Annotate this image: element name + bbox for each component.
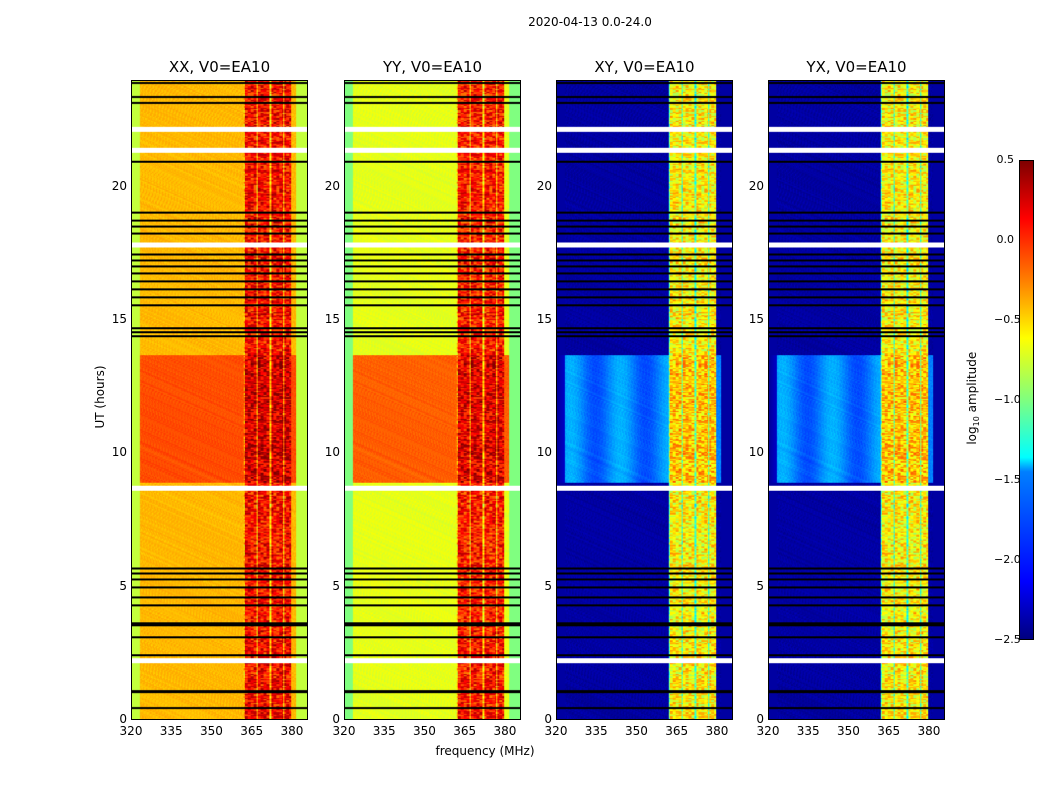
x-tick-label: 320: [756, 724, 780, 738]
panel-title: XX, V0=EA10: [168, 58, 271, 76]
colorbar-tick-label: 0.0: [996, 233, 1015, 246]
y-tick-label: 15: [748, 312, 764, 326]
y-tick-label: 5: [544, 578, 552, 593]
x-tick-label: 365: [453, 724, 477, 738]
y-tick-label: 5: [756, 578, 764, 593]
panel-2: XY, V0=EA10 320 335 350 365 380 0 5 10 15 20: [537, 58, 733, 738]
x-tick-label: 365: [877, 724, 901, 738]
x-tick-label: 350: [625, 724, 648, 738]
panel-title: YX, V0=EA10: [806, 58, 907, 76]
heatmap: [556, 80, 733, 720]
y-tick-label: 10: [536, 445, 552, 460]
panel-title: YY, V0=EA10: [382, 58, 483, 76]
panel-0: XX, V0=EA10 320 335 350 365 380 0 5 10 15 20: [112, 58, 308, 738]
colorbar-tick-label: −1.0: [994, 393, 1021, 406]
x-tick-label: 335: [584, 724, 608, 738]
y-tick-label: 20: [748, 178, 764, 193]
x-tick-label: 335: [159, 724, 183, 738]
y-tick-label: 5: [119, 578, 127, 593]
x-tick-label: 350: [413, 724, 436, 738]
x-tick-label: 350: [837, 724, 860, 738]
x-tick-label: 335: [372, 724, 396, 738]
colorbar-label: log10 amplitude: [964, 351, 982, 445]
panel-1: YY, V0=EA10 320 335 350 365 380 0 5 10 15 20: [325, 58, 521, 738]
y-tick-label: 0: [756, 712, 764, 726]
x-axis-label: frequency (MHz): [435, 744, 535, 758]
y-tick-label: 10: [324, 445, 340, 460]
y-tick-label: 0: [544, 712, 552, 726]
colorbar-tick-label: 0.5: [996, 153, 1015, 166]
y-tick-label: 20: [536, 178, 552, 193]
colorbar-tick-label: −1.5: [994, 473, 1021, 486]
y-tick-label: 15: [111, 312, 127, 326]
y-tick-label: 10: [748, 445, 764, 460]
heatmap: [131, 80, 308, 720]
x-tick-label: 320: [119, 724, 143, 738]
x-tick-label: 365: [240, 724, 264, 738]
x-tick-label: 380: [280, 724, 304, 738]
x-tick-label: 380: [705, 724, 729, 738]
x-tick-label: 350: [200, 724, 223, 738]
y-tick-label: 10: [111, 445, 127, 460]
colorbar-tick-label: −2.0: [994, 553, 1021, 566]
x-tick-label: 380: [917, 724, 941, 738]
heatmap: [768, 80, 945, 720]
colorbar-tick-label: −2.5: [994, 633, 1021, 646]
x-tick-label: 335: [796, 724, 820, 738]
y-tick-label: 15: [536, 312, 552, 326]
y-tick-label: 5: [332, 578, 340, 593]
panel-title: XY, V0=EA10: [594, 58, 695, 76]
x-tick-label: 365: [665, 724, 689, 738]
y-tick-label: 0: [119, 712, 127, 726]
x-tick-label: 380: [493, 724, 517, 738]
y-tick-label: 15: [324, 312, 340, 326]
y-tick-label: 0: [332, 712, 340, 726]
y-axis-label: UT (hours): [93, 365, 107, 429]
y-tick-label: 20: [324, 178, 340, 193]
x-tick-label: 320: [544, 724, 568, 738]
y-tick-label: 20: [111, 178, 127, 193]
panel-3: YX, V0=EA10 320 335 350 365 380 0 5 10 15 20: [749, 58, 945, 738]
colorbar-tick-label: −0.5: [994, 313, 1021, 326]
colorbar: [1019, 160, 1034, 640]
figure-title: 2020-04-13 0.0-24.0: [528, 15, 652, 29]
x-tick-label: 320: [332, 724, 356, 738]
heatmap: [344, 80, 521, 720]
